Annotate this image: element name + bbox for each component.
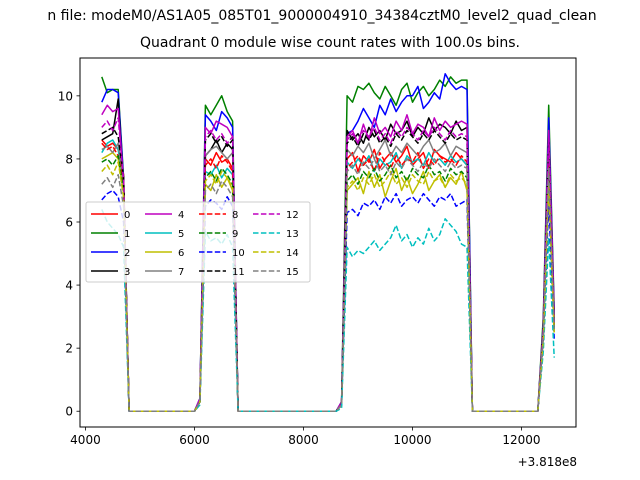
series-line-9 [101, 155, 555, 412]
y-tick-label: 8 [65, 152, 73, 166]
legend-box [85, 201, 311, 283]
plot-lines [101, 73, 555, 412]
x-tick-label: 4000 [70, 433, 101, 447]
y-tick-label: 2 [65, 342, 73, 356]
legend-label-6: 6 [178, 248, 184, 259]
x-tick-label: 12000 [502, 433, 540, 447]
y-tick-label: 0 [65, 405, 73, 419]
legend-label-5: 5 [178, 229, 184, 240]
y-tick-label: 4 [65, 279, 73, 293]
legend-label-0: 0 [124, 210, 130, 221]
legend-label-2: 2 [124, 248, 130, 259]
legend-label-14: 14 [286, 248, 299, 259]
legend-label-7: 7 [178, 267, 184, 278]
legend-label-8: 8 [232, 210, 238, 221]
legend-label-12: 12 [286, 210, 299, 221]
x-tick-label: 10000 [393, 433, 431, 447]
legend-label-9: 9 [232, 229, 238, 240]
legend-label-10: 10 [232, 248, 245, 259]
y-tick-label: 10 [58, 89, 73, 103]
figure-title: n file: modeM0/AS1A05_085T01_9000004910_… [47, 8, 597, 24]
x-tick-label: 6000 [179, 433, 210, 447]
x-tick-label: 8000 [288, 433, 319, 447]
series-line-14 [101, 161, 555, 412]
x-offset-label: +3.818e8 [518, 455, 577, 469]
legend-label-4: 4 [178, 210, 184, 221]
y-tick-label: 6 [65, 216, 73, 230]
series-line-15 [101, 158, 555, 412]
legend-label-11: 11 [232, 267, 245, 278]
axes-frame [79, 57, 577, 428]
legend-label-13: 13 [286, 229, 299, 240]
chart-title: Quadrant 0 module wise count rates with … [140, 35, 520, 51]
legend-label-1: 1 [124, 229, 130, 240]
legend-label-3: 3 [124, 267, 130, 278]
legend-label-15: 15 [286, 267, 299, 278]
